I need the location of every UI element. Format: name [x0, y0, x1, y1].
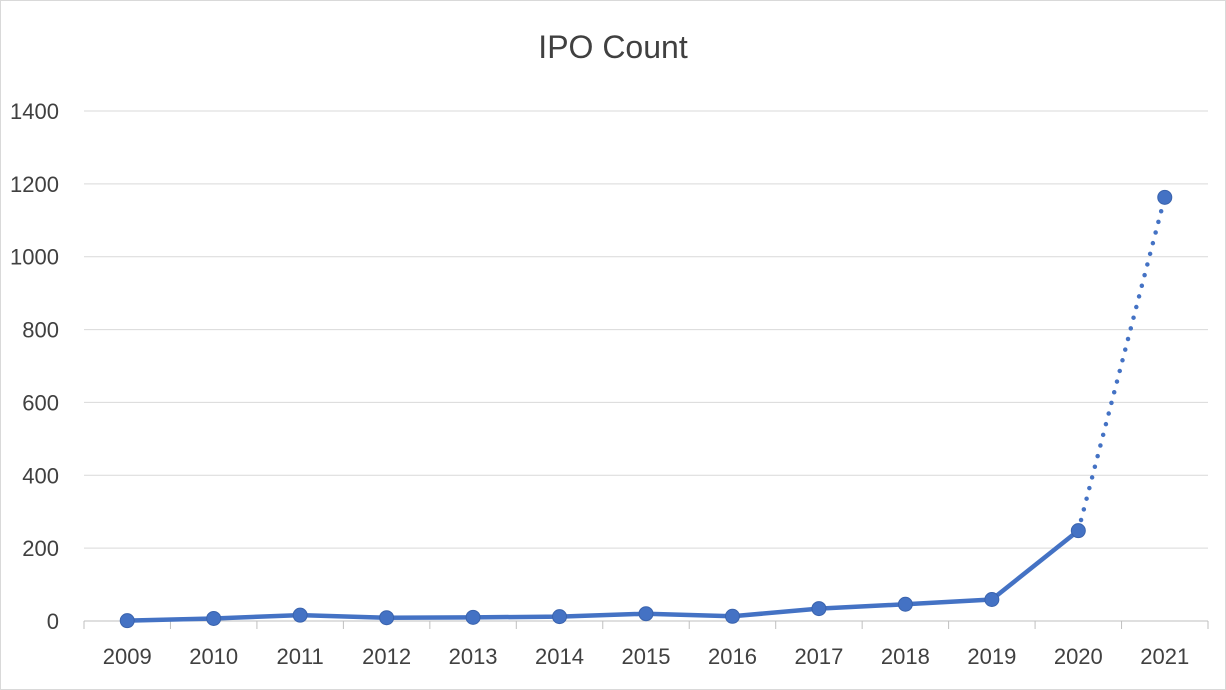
x-tick-label: 2019	[967, 644, 1016, 669]
data-point	[119, 613, 135, 629]
series-line	[124, 528, 1081, 623]
data-point	[1157, 189, 1173, 205]
x-tick-label: 2012	[362, 644, 411, 669]
data-point	[379, 610, 395, 626]
y-tick-label: 1200	[10, 172, 59, 197]
x-tick-label: 2010	[189, 644, 238, 669]
chart-title: IPO Count	[538, 29, 688, 65]
x-tick-label: 2013	[449, 644, 498, 669]
data-point	[897, 596, 913, 612]
y-tick-label: 1000	[10, 245, 59, 270]
data-point	[292, 607, 308, 623]
data-point	[811, 601, 827, 617]
x-tick-label: 2014	[535, 644, 584, 669]
data-point	[1070, 523, 1086, 539]
x-tick-label: 2009	[103, 644, 152, 669]
x-tick-label: 2018	[881, 644, 930, 669]
data-point	[638, 606, 654, 622]
data-point	[724, 608, 740, 624]
y-tick-label: 1400	[10, 99, 59, 124]
data-point	[984, 592, 1000, 608]
y-tick-label: 400	[22, 463, 59, 488]
x-tick-label: 2016	[708, 644, 757, 669]
x-tick-label: 2011	[276, 644, 323, 669]
x-tick-label: 2020	[1054, 644, 1103, 669]
x-tick-label: 2017	[794, 644, 843, 669]
y-tick-label: 800	[22, 318, 59, 343]
data-point	[465, 609, 481, 625]
data-point	[552, 609, 568, 625]
series-line-dotted-segment	[1076, 195, 1168, 533]
x-tick-label: 2015	[622, 644, 671, 669]
y-tick-label: 600	[22, 390, 59, 415]
data-point	[206, 610, 222, 626]
y-tick-label: 200	[22, 536, 59, 561]
x-tick-label: 2021	[1140, 644, 1189, 669]
y-tick-label: 0	[47, 609, 59, 634]
